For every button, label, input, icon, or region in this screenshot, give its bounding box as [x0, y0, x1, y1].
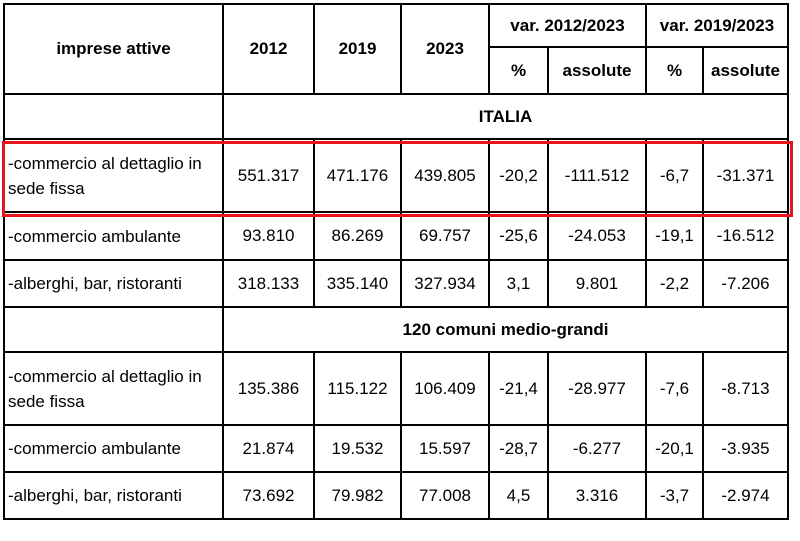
year-header: 2023 [400, 3, 490, 95]
sub-header: % [488, 46, 549, 95]
section-title: 120 comuni medio-grandi [222, 306, 789, 353]
row-label: -alberghi, bar, ristoranti [3, 471, 224, 520]
value-cell: -7,6 [645, 351, 704, 426]
value-cell: 327.934 [400, 259, 490, 308]
value-cell: 69.757 [400, 211, 490, 261]
row-label: -commercio al dettaglio in sede fissa [3, 351, 224, 426]
data-table: imprese attive 2012 2019 2023 var. 2012/… [3, 3, 789, 520]
section-row: ITALIA [3, 93, 789, 140]
row-label: -commercio al dettaglio in sede fissa [3, 138, 224, 213]
value-cell: -31.371 [702, 138, 789, 213]
value-cell: -3.935 [702, 424, 789, 473]
value-cell: -19,1 [645, 211, 704, 261]
value-cell: 77.008 [400, 471, 490, 520]
value-cell: 551.317 [222, 138, 315, 213]
value-cell: -3,7 [645, 471, 704, 520]
data-row: -alberghi, bar, ristoranti 73.692 79.982 77… [3, 471, 789, 520]
empty-cell [3, 94, 224, 139]
value-cell: -28,7 [488, 424, 549, 473]
value-cell: -21,4 [488, 351, 549, 426]
data-row: -commercio ambulante 21.874 19.532 15.597 -2… [3, 424, 789, 473]
value-cell: 79.982 [313, 471, 402, 520]
section-title: ITALIA [222, 93, 789, 140]
section-row: 120 comuni medio-grandi [3, 306, 789, 353]
value-cell: -2,2 [645, 259, 704, 308]
header-row: imprese attive 2012 2019 2023 var. 2012/… [3, 3, 789, 95]
value-cell: 15.597 [400, 424, 490, 473]
value-cell: 93.810 [222, 211, 315, 261]
value-cell: 86.269 [313, 211, 402, 261]
value-cell: -2.974 [702, 471, 789, 520]
sub-header: assolute [547, 46, 647, 95]
sub-header: assolute [702, 46, 789, 95]
year-header: 2019 [313, 3, 402, 95]
value-cell: 21.874 [222, 424, 315, 473]
value-cell: -6.277 [547, 424, 647, 473]
row-label: -commercio ambulante [3, 424, 224, 473]
value-cell: 115.122 [313, 351, 402, 426]
value-cell: 318.133 [222, 259, 315, 308]
value-cell: -7.206 [702, 259, 789, 308]
row-label-header: imprese attive [3, 3, 224, 95]
value-cell: -111.512 [547, 138, 647, 213]
value-cell: 73.692 [222, 471, 315, 520]
value-cell: -20,1 [645, 424, 704, 473]
value-cell: -8.713 [702, 351, 789, 426]
value-cell: 135.386 [222, 351, 315, 426]
header-row: % assolute % assolute [4, 46, 789, 95]
value-cell: -6,7 [645, 138, 704, 213]
value-cell: 19.532 [313, 424, 402, 473]
row-label: -commercio ambulante [3, 211, 224, 261]
value-cell: -24.053 [547, 211, 647, 261]
table-body: imprese attive 2012 2019 2023 var. 2012/… [3, 3, 789, 520]
sub-header: % [645, 46, 704, 95]
value-cell: -16.512 [702, 211, 789, 261]
value-cell: 3,1 [488, 259, 549, 308]
value-cell: 106.409 [400, 351, 490, 426]
value-cell: -28.977 [547, 351, 647, 426]
data-row: -commercio al dettaglio in sede fissa 551… [3, 138, 789, 213]
year-header: 2012 [222, 3, 315, 95]
value-cell: 9.801 [547, 259, 647, 308]
var-header: var. 2012/2023 [488, 3, 647, 48]
data-row: -commercio al dettaglio in sede fissa 135… [3, 351, 789, 426]
data-row: -alberghi, bar, ristoranti 318.133 335.140… [3, 259, 789, 308]
value-cell: 335.140 [313, 259, 402, 308]
value-cell: 471.176 [313, 138, 402, 213]
data-row: -commercio ambulante 93.810 86.269 69.757 -2… [3, 211, 789, 261]
empty-cell [3, 307, 224, 352]
value-cell: 4,5 [488, 471, 549, 520]
value-cell: -20,2 [488, 138, 549, 213]
value-cell: 439.805 [400, 138, 490, 213]
row-label: -alberghi, bar, ristoranti [3, 259, 224, 308]
var-header: var. 2019/2023 [645, 3, 789, 48]
value-cell: 3.316 [547, 471, 647, 520]
value-cell: -25,6 [488, 211, 549, 261]
